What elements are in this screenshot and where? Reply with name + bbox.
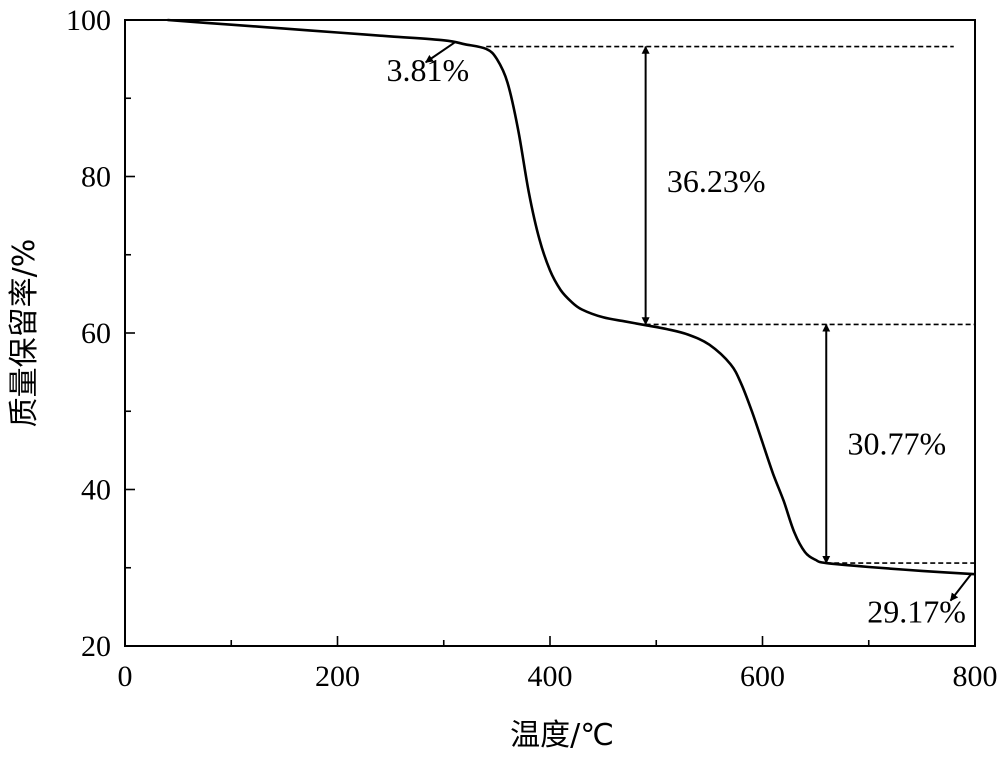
percent-annotation: 36.23% xyxy=(667,163,766,199)
x-tick-label: 400 xyxy=(528,660,573,693)
y-tick-label: 40 xyxy=(81,474,111,507)
plot-frame xyxy=(124,19,976,647)
y-tick-label: 80 xyxy=(81,161,111,194)
y-tick-label: 20 xyxy=(81,630,111,663)
tga-curve xyxy=(167,18,976,576)
y-axis-title: 质量保留率/% xyxy=(7,239,42,428)
percent-annotation: 3.81% xyxy=(386,52,469,88)
x-axis-title: 温度/℃ xyxy=(510,718,614,753)
percent-annotation: 30.77% xyxy=(848,425,947,461)
pointer-arrow xyxy=(949,572,973,602)
x-tick-label: 200 xyxy=(315,660,360,693)
x-tick-label: 600 xyxy=(740,660,785,693)
x-tick-label: 0 xyxy=(118,660,133,693)
percent-annotation: 29.17% xyxy=(867,594,966,630)
y-tick-label: 60 xyxy=(81,317,111,350)
y-tick-label: 100 xyxy=(66,4,111,37)
pointer-arrow xyxy=(425,41,455,64)
x-tick-label: 800 xyxy=(953,660,998,693)
